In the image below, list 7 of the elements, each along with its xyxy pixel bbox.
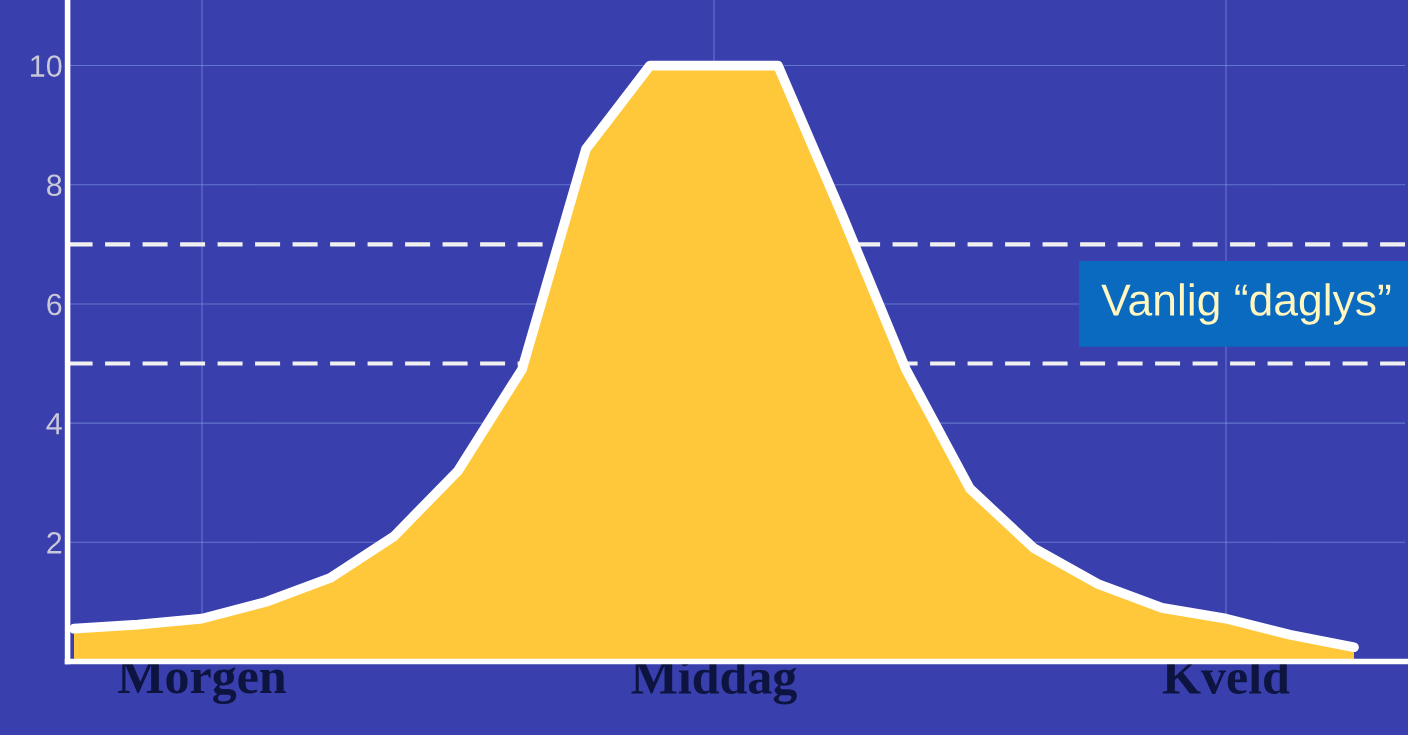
y-tick-label: 2: [47, 532, 62, 554]
x-tick-label: Morgen: [118, 660, 286, 705]
y-tick-label: 4: [46, 413, 62, 435]
annotation: Vanlig “daglys”: [1101, 283, 1391, 325]
y-tick-label: 10: [31, 55, 62, 77]
y-tick-label: 8: [47, 174, 62, 197]
y-tick-label: 6: [47, 293, 62, 316]
